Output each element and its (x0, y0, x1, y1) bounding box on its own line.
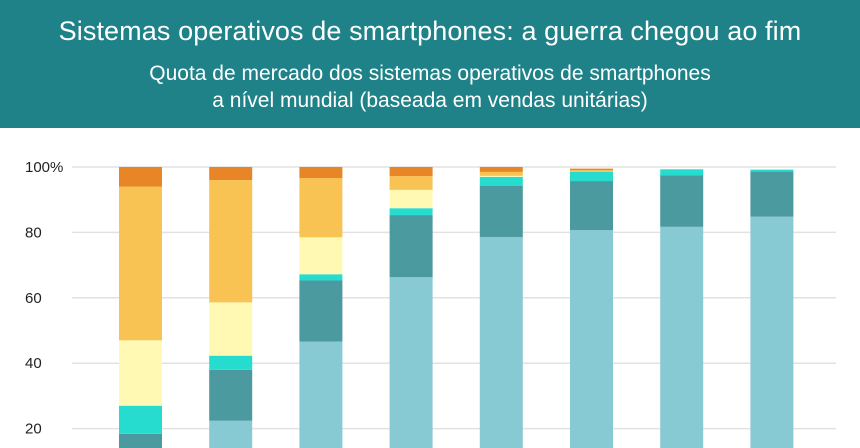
bar-segment-6-1 (660, 175, 704, 227)
subtitle-line-2: a nível mundial (baseada em vendas unitá… (212, 89, 648, 112)
y-tick-label: 60 (25, 290, 42, 307)
y-tick-label: 20 (25, 421, 42, 438)
bar-segment-1-4 (209, 180, 253, 303)
bar-segment-0-4 (119, 186, 162, 341)
bar-segment-4-4 (479, 171, 523, 176)
bar-segment-2-0 (299, 341, 343, 448)
bar-segment-0-1 (119, 433, 162, 448)
gridlines (72, 166, 836, 430)
bar-segment-0-3 (119, 340, 162, 406)
bar-segment-2-3 (299, 237, 343, 275)
bar-segment-3-5 (389, 167, 433, 177)
y-axis-ticks: 100% 80 60 40 20 (25, 159, 63, 438)
subtitle-line-1: Quota de mercado dos sistemas operativos… (149, 62, 711, 85)
header: Sistemas operativos de smartphones: a gu… (0, 0, 860, 128)
bar-segment-4-5 (479, 167, 523, 172)
bar-segment-2-5 (299, 167, 343, 179)
stacked-bar-chart: 100% 80 60 40 20 (25, 159, 836, 448)
bar-segment-1-5 (209, 167, 253, 181)
bar-segment-4-1 (479, 185, 523, 237)
bar-segment-5-0 (570, 230, 613, 448)
bar-segment-7-1 (750, 171, 794, 217)
bar-segment-1-3 (209, 302, 253, 356)
bar-segment-3-3 (389, 189, 433, 209)
bars (119, 167, 794, 448)
y-tick-label: 40 (25, 355, 42, 372)
bar-segment-4-3 (479, 175, 523, 177)
y-tick-label: 100% (25, 159, 63, 176)
bar-segment-1-0 (209, 420, 253, 448)
bar-segment-7-0 (750, 216, 794, 448)
bar-segment-2-2 (299, 274, 343, 281)
bar-segment-1-2 (209, 355, 253, 370)
bar-segment-5-2 (570, 171, 613, 182)
chart-title: Sistemas operativos de smartphones: a gu… (58, 16, 802, 46)
y-tick-label: 80 (25, 224, 42, 241)
bar-segment-6-0 (660, 226, 704, 448)
bar-segment-2-4 (299, 178, 343, 238)
bar-segment-3-4 (389, 176, 433, 190)
bar-segment-3-2 (389, 208, 433, 216)
bar-segment-5-5 (570, 168, 613, 171)
bar-segment-5-4 (570, 170, 613, 172)
bar-segment-6-2 (660, 169, 704, 176)
bar-segment-3-0 (389, 277, 433, 448)
bar-segment-3-1 (389, 215, 433, 278)
bar-segment-0-5 (119, 167, 162, 187)
bar-segment-4-0 (479, 236, 523, 448)
bar-segment-2-1 (299, 280, 343, 342)
bar-segment-1-1 (209, 369, 253, 421)
chart-subtitle: Quota de mercado dos sistemas operativos… (0, 60, 860, 114)
bar-segment-4-2 (479, 176, 523, 186)
bar-segment-7-2 (750, 169, 794, 172)
bar-segment-0-2 (119, 405, 162, 434)
bar-segment-5-1 (570, 181, 613, 231)
